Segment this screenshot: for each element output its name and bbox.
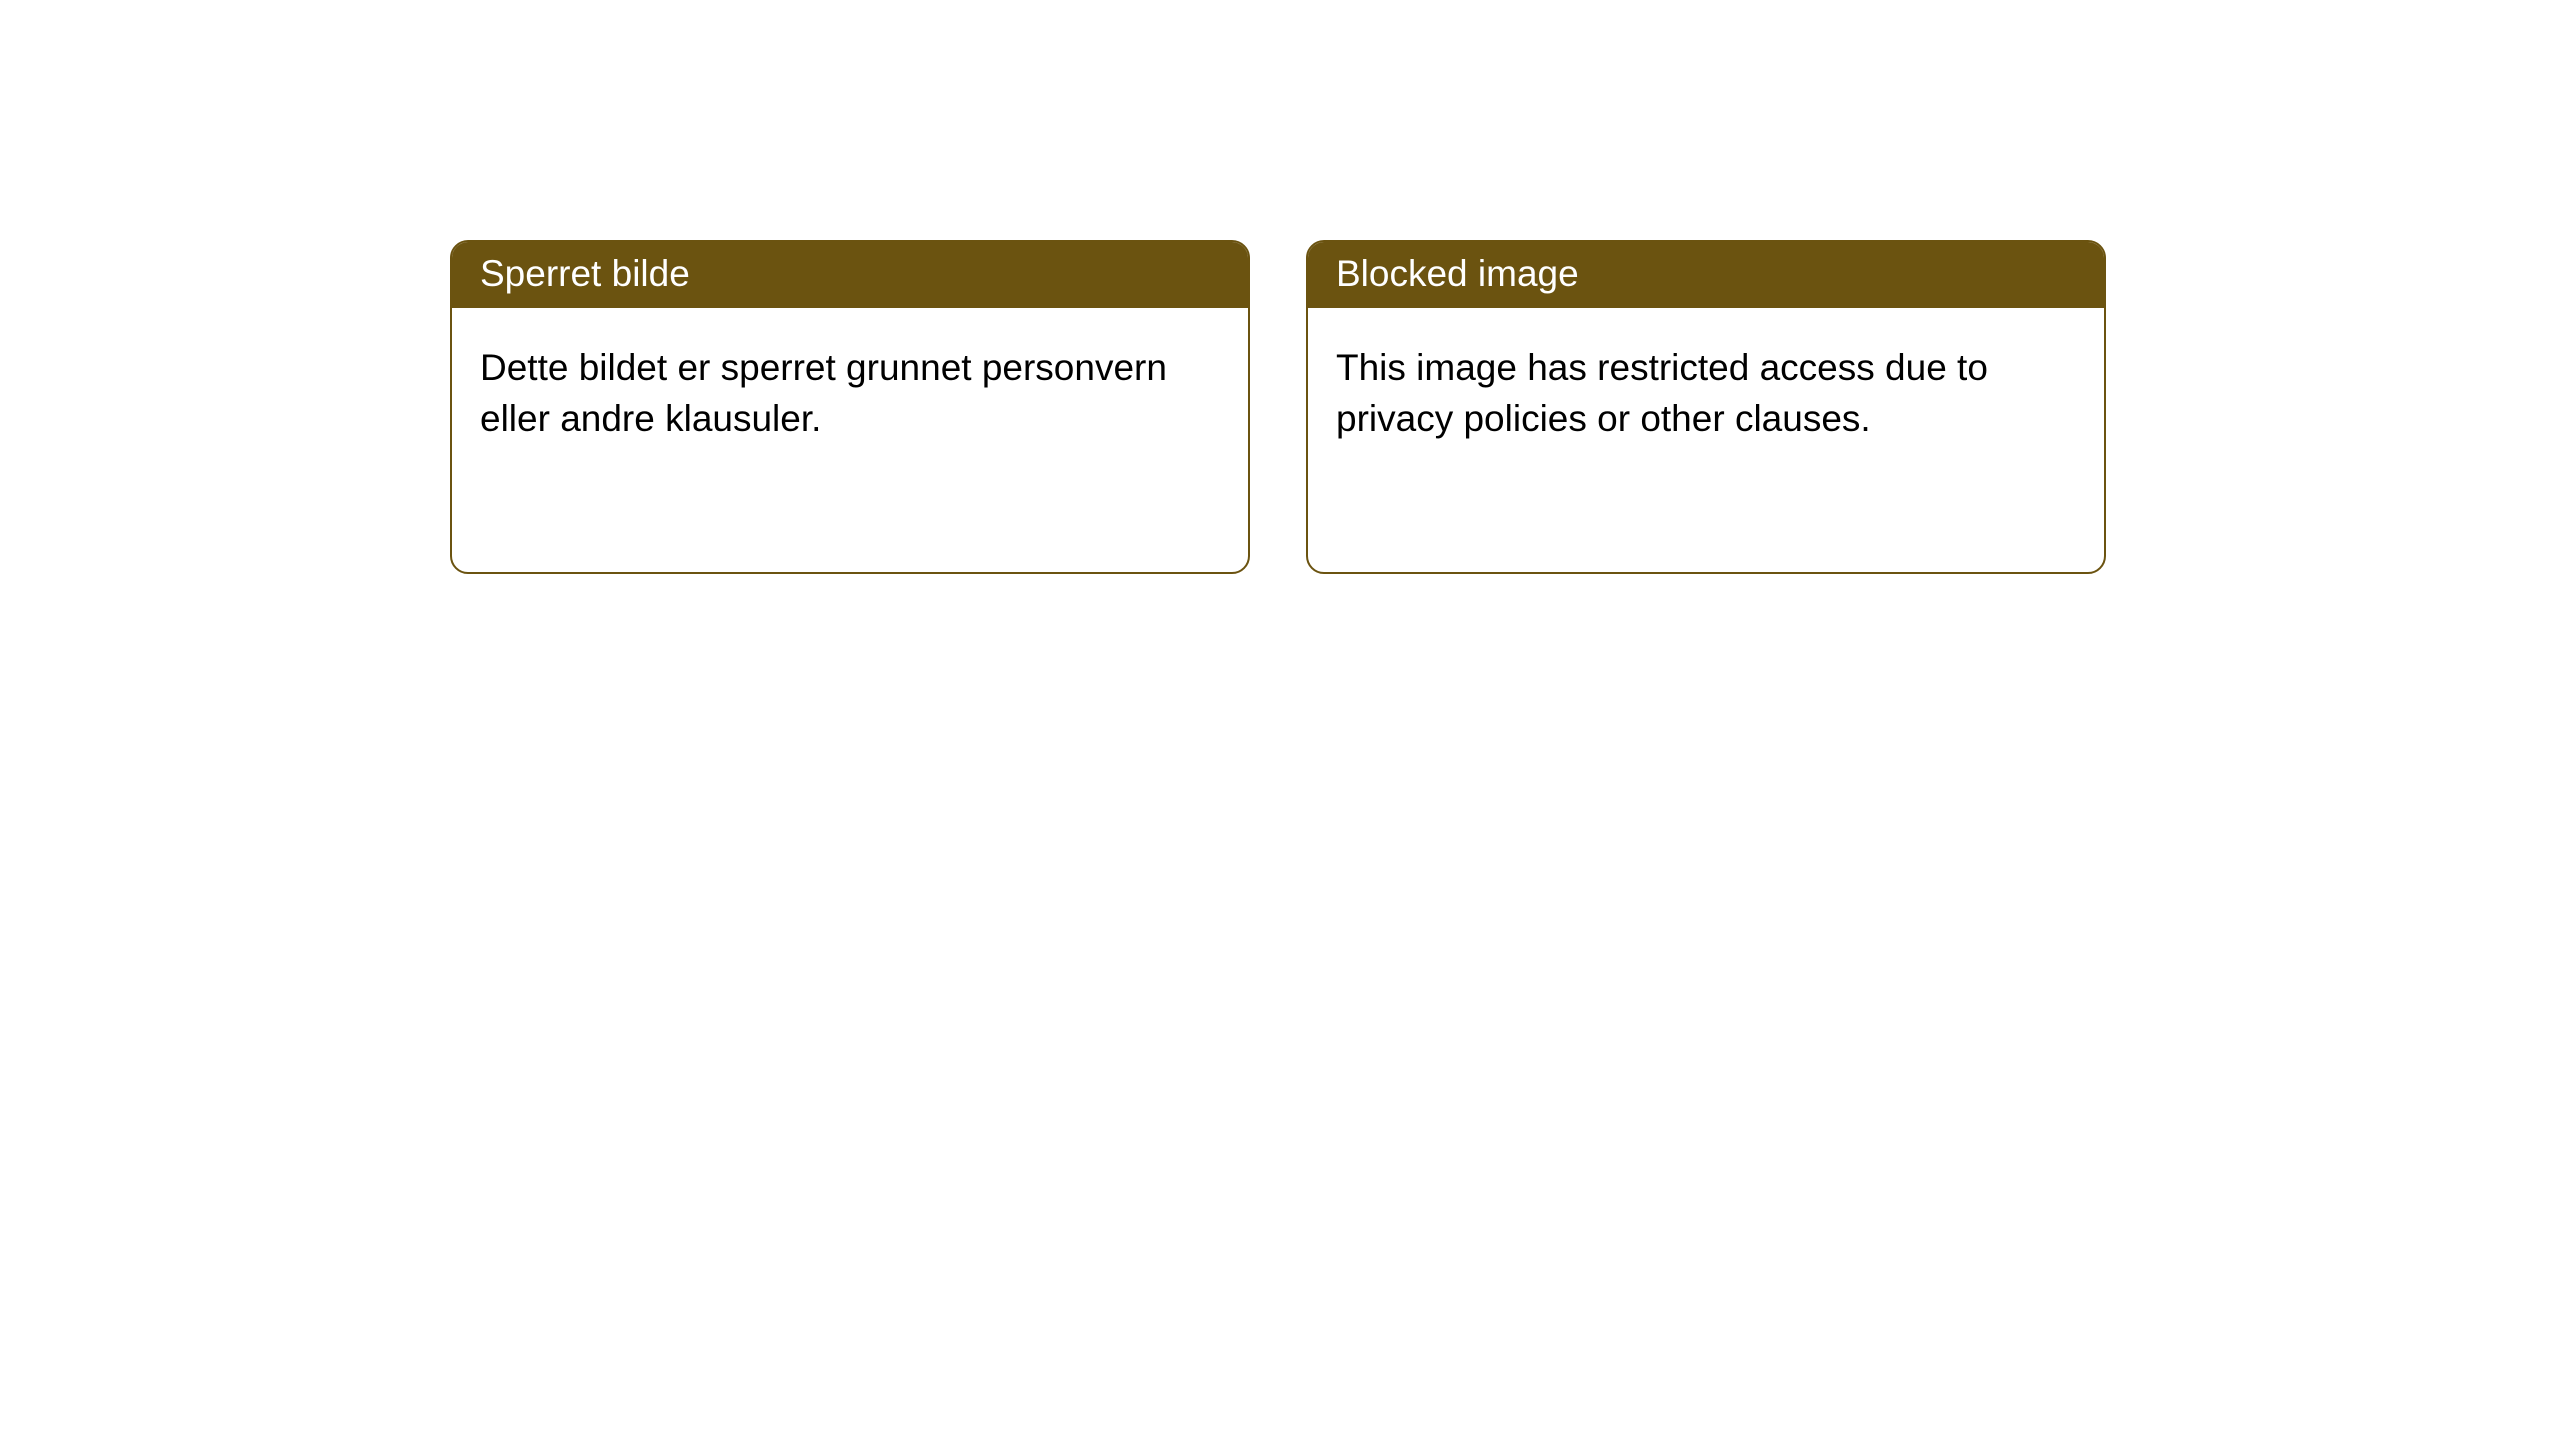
card-header: Blocked image — [1308, 242, 2104, 308]
card-title: Blocked image — [1336, 253, 1579, 294]
card-body-text: Dette bildet er sperret grunnet personve… — [480, 347, 1167, 439]
notice-container: Sperret bilde Dette bildet er sperret gr… — [0, 0, 2560, 574]
card-header: Sperret bilde — [452, 242, 1248, 308]
card-body: Dette bildet er sperret grunnet personve… — [452, 308, 1248, 478]
notice-card-norwegian: Sperret bilde Dette bildet er sperret gr… — [450, 240, 1250, 574]
card-title: Sperret bilde — [480, 253, 690, 294]
notice-card-english: Blocked image This image has restricted … — [1306, 240, 2106, 574]
card-body-text: This image has restricted access due to … — [1336, 347, 1988, 439]
card-body: This image has restricted access due to … — [1308, 308, 2104, 478]
